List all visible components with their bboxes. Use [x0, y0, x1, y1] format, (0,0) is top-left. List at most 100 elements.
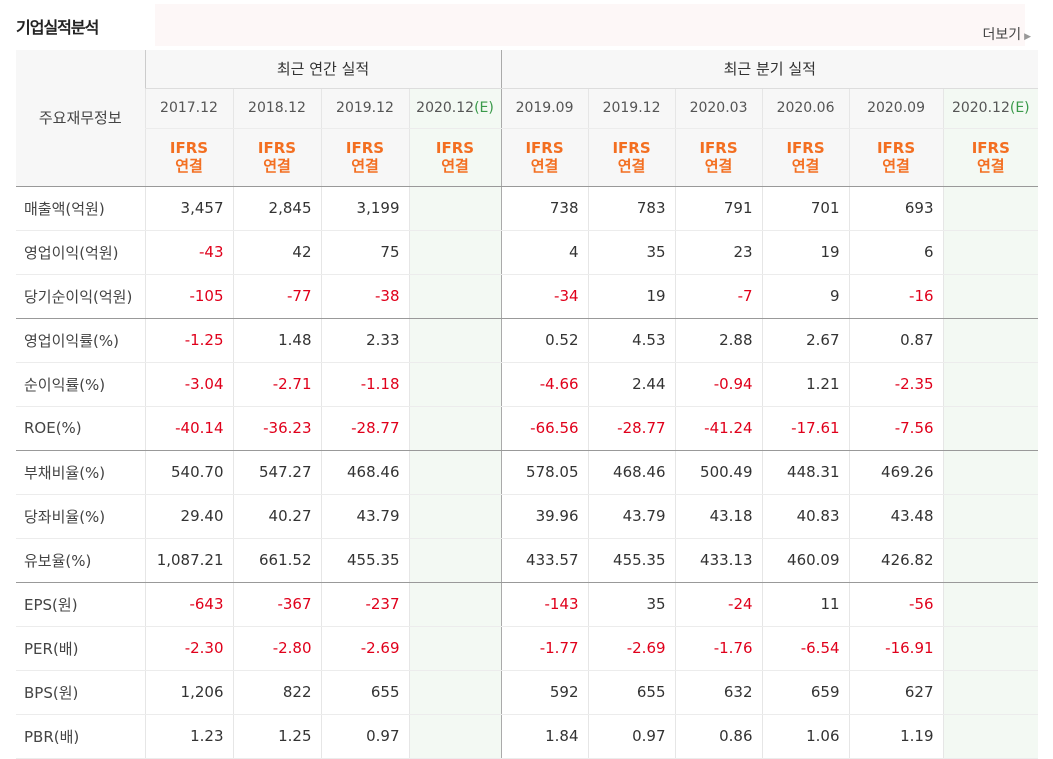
table-cell: 455.35 — [320, 538, 409, 583]
table-cell: 39.96 — [500, 494, 589, 539]
table-cell: -143 — [500, 582, 589, 627]
consolidated-label: 연결 — [530, 157, 559, 175]
table-cell: 693 — [848, 186, 944, 231]
row-label: 영업이익(억원) — [16, 230, 145, 275]
table-cell: -28.77 — [587, 406, 676, 451]
period-header: 2017.12 — [144, 88, 233, 129]
row-label: EPS(원) — [16, 582, 145, 627]
table-cell — [942, 274, 1039, 319]
table-cell: -0.94 — [674, 362, 763, 407]
period-label: 2018.12 — [248, 100, 306, 116]
table-cell — [408, 318, 502, 363]
ifrs-header: IFRS 연결 — [320, 128, 409, 187]
ifrs-header: IFRS 연결 — [144, 128, 233, 187]
table-cell: -2.35 — [848, 362, 944, 407]
table-cell — [408, 714, 502, 759]
consolidated-label: 연결 — [351, 157, 379, 175]
consolidated-label: 연결 — [263, 157, 291, 175]
table-cell: 540.70 — [144, 450, 233, 495]
table-cell: -2.71 — [232, 362, 321, 407]
table-cell: 1,206 — [144, 670, 233, 715]
ifrs-label: IFRS — [699, 139, 738, 157]
quarter-header: 최근 분기 실적 — [500, 50, 1039, 89]
table-cell: 468.46 — [320, 450, 409, 495]
table-cell: 1.06 — [761, 714, 850, 759]
consolidated-label: 연결 — [791, 157, 820, 175]
row-label: PBR(배) — [16, 714, 145, 759]
table-row: 매출액(억원) 3,457 2,845 3,199 738 783 791 701 693 — [16, 186, 1039, 231]
title-background — [155, 4, 1025, 46]
table-cell: 75 — [320, 230, 409, 275]
table-cell: -2.30 — [144, 626, 233, 671]
period-header: 2020.06 — [761, 88, 850, 129]
period-label: 2020.06 — [776, 100, 835, 116]
table-cell: -16.91 — [848, 626, 944, 671]
consolidated-label: 연결 — [976, 157, 1005, 175]
table-cell — [408, 230, 502, 275]
table-cell: 433.57 — [500, 538, 589, 583]
estimate-marker: (E) — [1009, 100, 1030, 116]
table-cell: 0.87 — [848, 318, 944, 363]
ifrs-label: IFRS — [971, 139, 1010, 157]
period-header: 2019.09 — [500, 88, 589, 129]
table-cell: 19 — [587, 274, 676, 319]
table-cell: 35 — [587, 582, 676, 627]
table-cell: 468.46 — [587, 450, 676, 495]
table-cell — [408, 274, 502, 319]
table-cell: -77 — [232, 274, 321, 319]
table-cell — [408, 186, 502, 231]
table-cell: 822 — [232, 670, 321, 715]
caret-right-icon: ▶ — [1024, 32, 1031, 42]
financial-summary-table: 주요재무정보 최근 연간 실적 최근 분기 실적 2017.12 2018.12 2… — [16, 50, 1039, 759]
table-row: ROE(%) -40.14 -36.23 -28.77 -66.56 -28.77 -41.… — [16, 406, 1039, 451]
table-cell: 661.52 — [232, 538, 321, 583]
table-cell: 659 — [761, 670, 850, 715]
table-row: 순이익률(%) -3.04 -2.71 -1.18 -4.66 2.44 -0.94 1.21… — [16, 362, 1039, 407]
table-cell: -66.56 — [500, 406, 589, 451]
table-cell: -643 — [144, 582, 233, 627]
table-cell: 29.40 — [144, 494, 233, 539]
table-cell — [942, 714, 1039, 759]
table-cell — [942, 186, 1039, 231]
period-header: 2020.12(E) — [408, 88, 502, 129]
row-label: 영업이익률(%) — [16, 318, 145, 363]
table-cell: -1.77 — [500, 626, 589, 671]
table-cell: 783 — [587, 186, 676, 231]
table-cell: 738 — [500, 186, 589, 231]
table-cell: 42 — [232, 230, 321, 275]
table-cell: 701 — [761, 186, 850, 231]
table-cell — [408, 626, 502, 671]
period-label: 2020.09 — [867, 100, 925, 116]
table-cell: 0.52 — [500, 318, 589, 363]
table-cell: -36.23 — [232, 406, 321, 451]
row-header: 주요재무정보 — [16, 50, 145, 187]
table-cell: -43 — [144, 230, 233, 275]
table-cell: 40.27 — [232, 494, 321, 539]
period-header: 2018.12 — [232, 88, 321, 129]
table-cell — [942, 494, 1039, 539]
period-label: 2019.12 — [602, 100, 661, 116]
period-header: 2020.09 — [848, 88, 944, 129]
consolidated-label: 연결 — [441, 157, 469, 175]
table-cell: 40.83 — [761, 494, 850, 539]
row-label: 유보율(%) — [16, 538, 145, 583]
period-label: 2020.12 — [951, 100, 1010, 116]
table-cell: 455.35 — [587, 538, 676, 583]
table-cell: 19 — [761, 230, 850, 275]
table-cell: 3,457 — [144, 186, 233, 231]
more-link[interactable]: 더보기 ▶ — [982, 24, 1031, 44]
table-cell: 9 — [761, 274, 850, 319]
table-cell: -6.54 — [761, 626, 850, 671]
table-cell — [942, 538, 1039, 583]
table-cell: -237 — [320, 582, 409, 627]
table-cell: -2.80 — [232, 626, 321, 671]
period-header: 2019.12 — [587, 88, 676, 129]
table-cell: 0.86 — [674, 714, 763, 759]
section-title: 기업실적분석 — [16, 18, 99, 37]
table-cell: -367 — [232, 582, 321, 627]
table-cell: 2.33 — [320, 318, 409, 363]
ifrs-header: IFRS 연결 — [500, 128, 589, 187]
table-cell: 592 — [500, 670, 589, 715]
table-cell: 1.19 — [848, 714, 944, 759]
table-row: PER(배) -2.30 -2.80 -2.69 -1.77 -2.69 -1.76 -6.5… — [16, 626, 1039, 671]
